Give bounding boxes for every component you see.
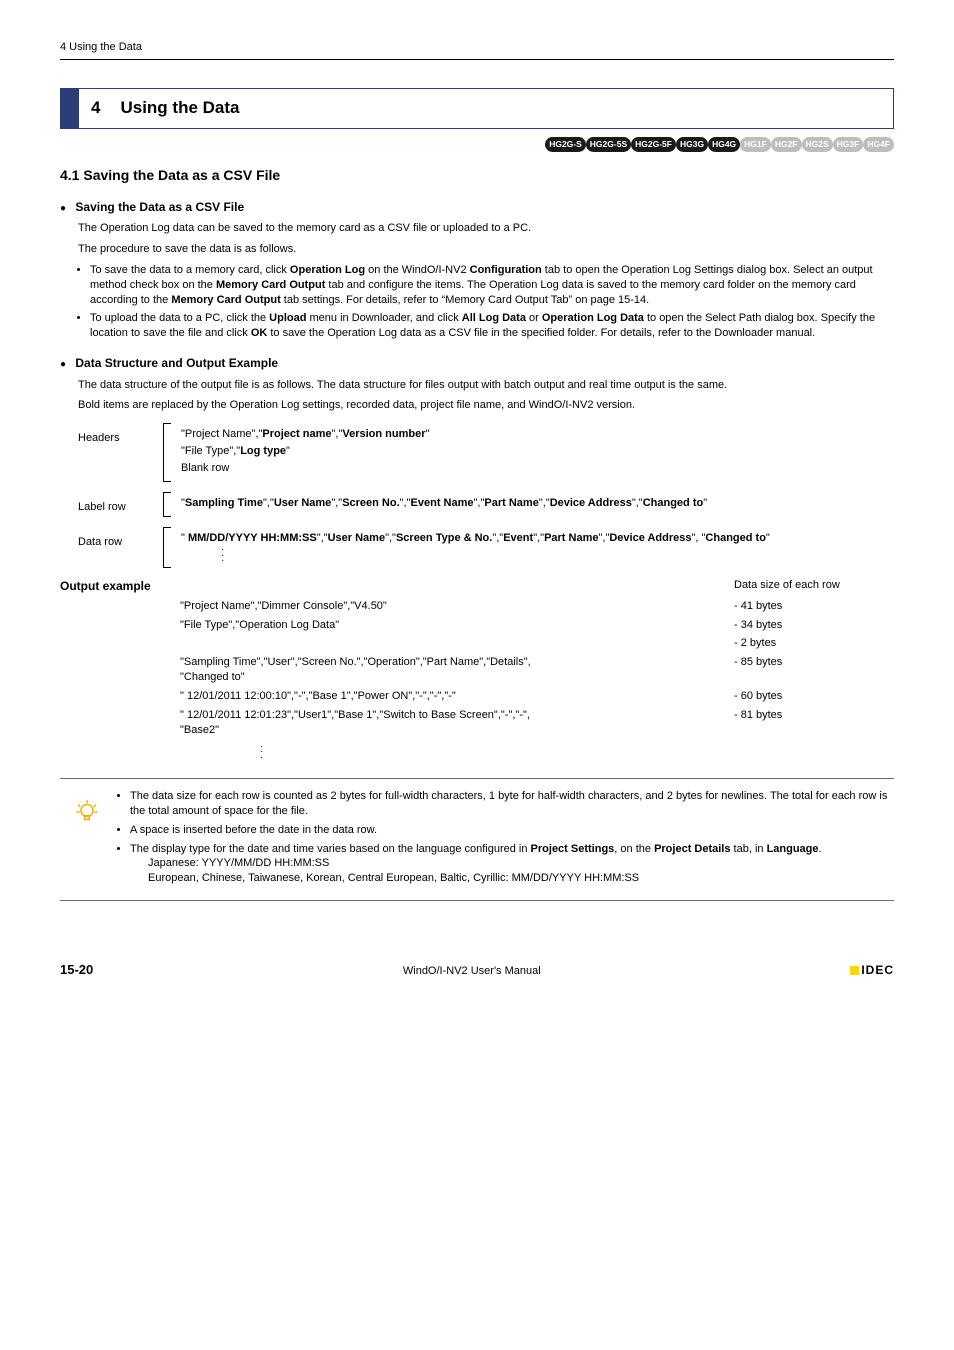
paragraph: Bold items are replaced by the Operation… <box>78 398 894 413</box>
output-row-left: " 12/01/2011 12:00:10","-","Base 1","Pow… <box>60 689 734 704</box>
notes-list: The data size for each row is counted as… <box>114 789 894 886</box>
notes-callout: The data size for each row is counted as… <box>60 778 894 901</box>
output-row-right: - 60 bytes <box>734 689 894 704</box>
model-badge: HG2G-5S <box>586 137 631 151</box>
model-badge: HG3G <box>676 137 708 151</box>
structure-label-row: Label row "Sampling Time","User Name","S… <box>78 492 894 517</box>
bracket-icon <box>163 492 173 517</box>
brand-text: IDEC <box>861 962 894 978</box>
row-content: "Project Name","Project name","Version n… <box>181 423 894 482</box>
chapter-title: Using the Data <box>120 97 239 120</box>
procedure-list: To save the data to a memory card, click… <box>90 263 894 341</box>
list-item: To upload the data to a PC, click the Up… <box>90 311 894 341</box>
chapter-number: 4 <box>91 97 100 120</box>
page-footer: 15-20 WindO/I-NV2 User's Manual IDEC <box>60 961 894 979</box>
output-row-right: - 41 bytes <box>734 599 894 614</box>
model-badge: HG4G <box>708 137 740 151</box>
output-example-rows: "Project Name","Dimmer Console","V4.50"-… <box>60 599 894 738</box>
model-badge: HG3F <box>833 137 864 151</box>
structure-data-row: Data row " MM/DD/YYYY HH:MM:SS","User Na… <box>78 527 894 568</box>
brand-logo: IDEC <box>850 962 894 978</box>
row-content: "Sampling Time","User Name","Screen No."… <box>181 492 894 517</box>
subsection-csv-save: Saving the Data as a CSV File <box>60 199 894 216</box>
model-badge: HG2G-S <box>545 137 586 151</box>
list-item: The display type for the date and time v… <box>130 842 894 887</box>
row-content: " MM/DD/YYYY HH:MM:SS","User Name","Scre… <box>181 527 894 568</box>
output-row-left: "File Type","Operation Log Data" <box>60 618 734 633</box>
model-badge: HG2F <box>771 137 802 151</box>
subsection-data-structure: Data Structure and Output Example <box>60 355 894 372</box>
section-title: 4.1 Saving the Data as a CSV File <box>60 166 894 185</box>
output-row-left: "Sampling Time","User","Screen No.","Ope… <box>60 655 734 685</box>
subsection-title: Data Structure and Output Example <box>75 356 278 370</box>
model-badges: HG2G-SHG2G-5SHG2G-5FHG3GHG4GHG1FHG2FHG2S… <box>60 135 894 152</box>
paragraph: The data structure of the output file is… <box>78 378 894 393</box>
model-badge: HG2S <box>802 137 833 151</box>
model-badge: HG4F <box>863 137 894 151</box>
manual-name: WindO/I-NV2 User's Manual <box>403 964 541 979</box>
output-row-right: - 2 bytes <box>734 636 894 651</box>
bracket-icon <box>163 423 173 482</box>
output-row: " 12/01/2011 12:01:23","User1","Base 1",… <box>60 708 894 738</box>
logo-square-icon <box>850 966 859 975</box>
bracket-icon <box>163 527 173 568</box>
hint-lightbulb-icon <box>60 789 114 831</box>
output-row: "Project Name","Dimmer Console","V4.50"-… <box>60 599 894 614</box>
vertical-ellipsis-icon: ··· <box>221 547 894 564</box>
row-label: Label row <box>78 492 163 515</box>
list-item: A space is inserted before the date in t… <box>130 823 894 838</box>
structure-headers-row: Headers "Project Name","Project name","V… <box>78 423 894 482</box>
running-header: 4 Using the Data <box>60 40 894 60</box>
list-item: To save the data to a memory card, click… <box>90 263 894 308</box>
output-row: " 12/01/2011 12:00:10","-","Base 1","Pow… <box>60 689 894 704</box>
list-item: The data size for each row is counted as… <box>130 789 894 819</box>
output-example-title: Output example <box>60 579 151 593</box>
output-row: "Sampling Time","User","Screen No.","Ope… <box>60 655 894 685</box>
note-subline: Japanese: YYYY/MM/DD HH:MM:SS <box>148 856 894 871</box>
output-row-right: - 81 bytes <box>734 708 894 723</box>
output-row: - 2 bytes <box>60 636 894 651</box>
vertical-ellipsis-icon: ··· <box>60 744 894 761</box>
output-row-left: " 12/01/2011 12:01:23","User1","Base 1",… <box>60 708 734 738</box>
page-number: 15-20 <box>60 961 93 979</box>
note-subline: European, Chinese, Taiwanese, Korean, Ce… <box>148 871 894 886</box>
model-badge: HG1F <box>740 137 771 151</box>
paragraph: The procedure to save the data is as fol… <box>78 242 894 257</box>
output-row-right: - 34 bytes <box>734 618 894 633</box>
row-label: Data row <box>78 527 163 550</box>
model-badge: HG2G-5F <box>631 137 676 151</box>
output-row: "File Type","Operation Log Data"- 34 byt… <box>60 618 894 633</box>
output-example-header-right: Data size of each row <box>734 578 894 595</box>
output-row-right: - 85 bytes <box>734 655 894 670</box>
chapter-heading: 4 Using the Data <box>60 88 894 129</box>
row-label: Headers <box>78 423 163 446</box>
paragraph: The Operation Log data can be saved to t… <box>78 221 894 236</box>
output-row-left: "Project Name","Dimmer Console","V4.50" <box>60 599 734 614</box>
subsection-title: Saving the Data as a CSV File <box>75 200 244 214</box>
